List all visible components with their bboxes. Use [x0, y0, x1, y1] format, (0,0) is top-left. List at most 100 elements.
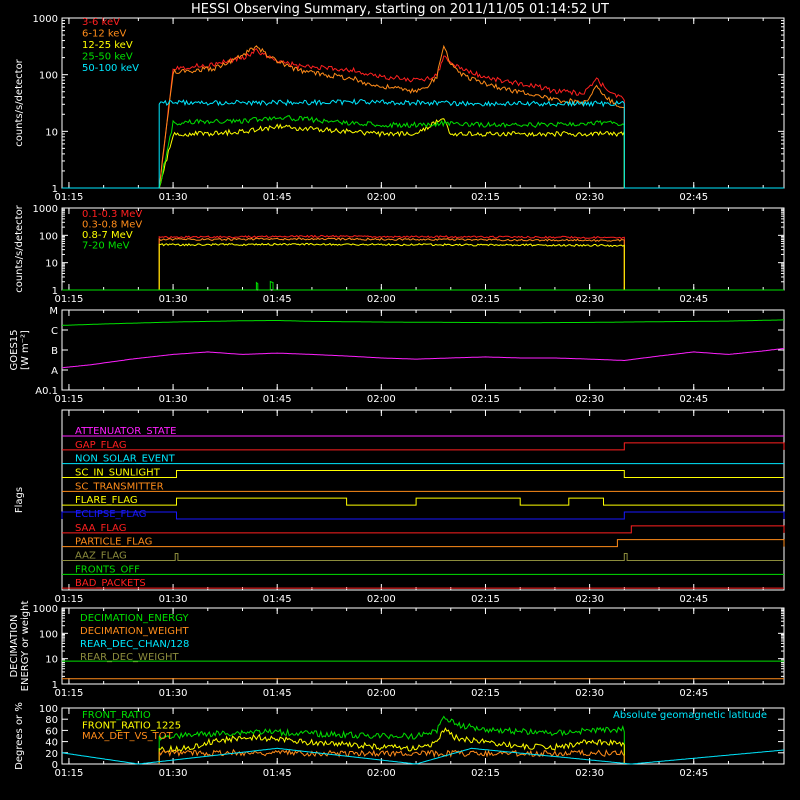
- flag-label: GAP_FLAG: [75, 440, 127, 451]
- y-tick-label: B: [51, 346, 58, 357]
- y-tick-label: A0.1: [35, 386, 58, 397]
- panel-0-frame: [61, 17, 785, 189]
- x-tick-label: 02:15: [471, 394, 500, 405]
- x-tick-label: 02:30: [575, 294, 604, 305]
- x-tick-label: 01:30: [159, 394, 188, 405]
- x-tick-label: 02:00: [367, 768, 396, 779]
- flag-label: ECLIPSE_FLAG: [75, 509, 146, 520]
- x-tick-label: 01:45: [263, 768, 292, 779]
- legend-entry: 50-100 keV: [82, 63, 139, 74]
- series-0-1-0-3-mev: [158, 234, 625, 290]
- legend-entry: MAX_DET_VS_TOT: [82, 731, 174, 742]
- figure-title: HESSI Observing Summary, starting on 201…: [191, 2, 609, 17]
- series-6-12-kev: [158, 44, 625, 189]
- y-axis-label: [W m⁻²]: [20, 330, 31, 370]
- y-tick-label: 100: [39, 629, 58, 640]
- x-tick-label: 02:00: [367, 688, 396, 699]
- flag-trace-saa-flag: [62, 525, 785, 534]
- x-tick-label: 01:15: [55, 394, 84, 405]
- legend-entry: FRONT_RATIO: [82, 710, 151, 721]
- y-tick-label: 100: [39, 231, 58, 242]
- y-axis-label: GOES15: [9, 329, 20, 370]
- flag-label: PARTICLE_FLAG: [75, 537, 152, 548]
- y-tick-label: 1: [52, 680, 58, 691]
- panel-4-frame: [61, 607, 785, 685]
- legend-entry: 25-50 keV: [82, 52, 133, 63]
- x-tick-label: 02:15: [471, 768, 500, 779]
- x-tick-label: 02:30: [575, 192, 604, 203]
- legend-entry: Absolute geomagnetic latitude: [613, 710, 767, 721]
- y-tick-label: 100: [39, 71, 58, 82]
- panels-group: 01:15 01:30 01:45 02:00 02:15 02:30 02:4511010…: [9, 14, 785, 779]
- x-tick-label: 01:30: [159, 192, 188, 203]
- series-front-ratio-1225: [158, 727, 625, 764]
- x-tick-label: 02:00: [367, 594, 396, 605]
- x-tick-label: 02:30: [575, 768, 604, 779]
- series-50-100-kev: [62, 98, 784, 189]
- legend-entry: FRONT_RATIO_1225: [82, 721, 181, 732]
- flag-trace-particle-flag: [62, 539, 785, 548]
- y-axis-label: counts/s/detector: [14, 204, 25, 292]
- legend-entry: 12-25 keV: [82, 40, 133, 51]
- series-12-25-kev: [158, 118, 625, 189]
- legend-entry: 0.8-7 MeV: [82, 230, 133, 241]
- y-tick-label: 80: [45, 715, 58, 726]
- y-tick-label: 40: [45, 738, 58, 749]
- y-tick-label: 1000: [33, 204, 58, 215]
- flag-trace-aaz-flag: [62, 553, 784, 561]
- x-tick-label: 02:45: [679, 594, 708, 605]
- y-axis-label: Flags: [14, 487, 25, 513]
- legend-entry: REAR_DEC_WEIGHT: [80, 652, 179, 663]
- y-tick-label: 100: [39, 704, 58, 715]
- x-tick-label: 01:30: [159, 594, 188, 605]
- series-25-50-kev: [158, 115, 625, 189]
- legend-entry: DECIMATION_WEIGHT: [80, 626, 189, 637]
- x-tick-label: 02:15: [471, 688, 500, 699]
- flag-label: SAA_FLAG: [75, 523, 126, 534]
- series-7-20-mev: [62, 280, 784, 291]
- y-tick-label: 0: [52, 760, 58, 771]
- x-tick-label: 01:45: [263, 594, 292, 605]
- panel-1: 01:15 01:30 01:45 02:00 02:15 02:30 02:45 1 10 10…: [14, 204, 785, 305]
- y-tick-label: 1: [52, 184, 58, 195]
- y-tick-label: 10: [45, 259, 58, 270]
- series-short: [61, 347, 785, 369]
- flag-label: SC_TRANSMITTER: [75, 481, 164, 492]
- x-tick-label: 01:45: [263, 192, 292, 203]
- y-axis-label: Degrees or %: [14, 702, 25, 770]
- panel-3: 01:15 01:30 01:45 02:00 02:15 02:30 02:45 Flags…: [14, 409, 785, 605]
- x-tick-label: 02:45: [679, 294, 708, 305]
- y-tick-label: 1: [52, 286, 58, 297]
- series-0-8-7-mev: [158, 242, 625, 290]
- panel-4: 01:15 01:30 01:45 02:00 02:15 02:30 02:45 1 10 10…: [9, 601, 785, 699]
- y-tick-label: A: [51, 366, 58, 377]
- x-tick-label: 02:45: [679, 394, 708, 405]
- legend-entry: 0.3-0.8 MeV: [82, 220, 142, 231]
- legend-entry: 6-12 keV: [82, 29, 126, 40]
- x-tick-label: 02:30: [575, 394, 604, 405]
- y-tick-label: 20: [45, 749, 58, 760]
- x-tick-label: 02:00: [367, 192, 396, 203]
- flag-label: FRONTS_OFF: [75, 564, 140, 575]
- y-tick-label: 1000: [33, 604, 58, 615]
- x-tick-label: 02:45: [679, 192, 708, 203]
- panel-5-frame: [61, 707, 785, 765]
- legend-entry: DECIMATION_ENERGY: [80, 613, 189, 624]
- y-axis-label: ENERGY or weight: [20, 601, 31, 692]
- x-tick-label: 02:15: [471, 594, 500, 605]
- panel-0: 01:15 01:30 01:45 02:00 02:15 02:30 02:45 1 10 10…: [14, 14, 785, 203]
- y-tick-label: 10: [45, 127, 58, 138]
- flag-label: AAZ_FLAG: [75, 551, 127, 562]
- y-tick-label: 10: [45, 655, 58, 666]
- flag-label: FLARE_FLAG: [75, 495, 138, 506]
- series-absolute-geomagnetic-latitude: [61, 747, 785, 765]
- legend-entry: 3-6 keV: [82, 17, 120, 28]
- x-tick-label: 02:15: [471, 294, 500, 305]
- x-tick-label: 02:30: [575, 688, 604, 699]
- x-tick-label: 01:30: [159, 688, 188, 699]
- x-tick-label: 01:45: [263, 688, 292, 699]
- x-tick-label: 01:15: [55, 768, 84, 779]
- flag-trace-gap-flag: [62, 442, 785, 451]
- y-axis-label: DECIMATION: [9, 614, 20, 677]
